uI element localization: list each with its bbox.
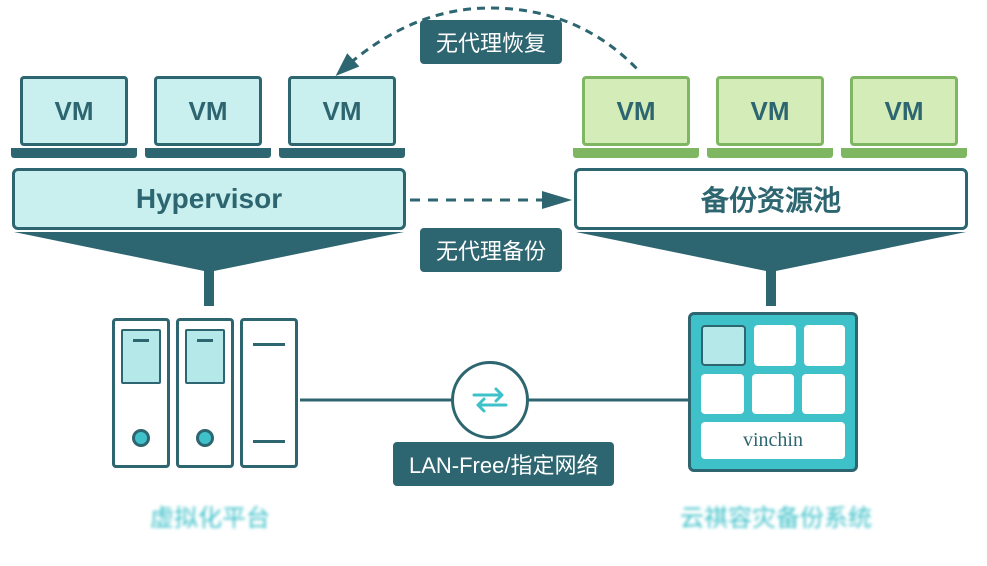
left-vm-2-base bbox=[145, 148, 271, 158]
left-funnel bbox=[14, 232, 404, 272]
right-vm-3-base bbox=[841, 148, 967, 158]
left-vm-3: VM bbox=[288, 76, 396, 146]
right-funnel-stem bbox=[766, 270, 776, 306]
left-vm-1-base bbox=[11, 148, 137, 158]
right-vm-3: VM bbox=[850, 76, 958, 146]
backup-arrow bbox=[406, 188, 574, 212]
rack-unit-2 bbox=[176, 318, 234, 468]
hypervisor-box: Hypervisor bbox=[12, 168, 406, 230]
left-vm-3-base bbox=[279, 148, 405, 158]
network-label-text: LAN-Free/指定网络 bbox=[409, 453, 598, 478]
backup-pool-text: 备份资源池 bbox=[701, 179, 841, 219]
right-caption: 云祺容灾备份系统 bbox=[680, 498, 872, 533]
vinchin-brand-label: vinchin bbox=[701, 422, 845, 459]
hypervisor-text: Hypervisor bbox=[136, 183, 282, 215]
exchange-circle bbox=[451, 361, 529, 439]
left-vm-1: VM bbox=[20, 76, 128, 146]
left-funnel-stem bbox=[204, 270, 214, 306]
restore-label-text: 无代理恢复 bbox=[436, 31, 546, 56]
network-label: LAN-Free/指定网络 bbox=[393, 442, 614, 486]
vinchin-cell-hl bbox=[701, 325, 746, 366]
restore-label: 无代理恢复 bbox=[420, 20, 562, 64]
right-funnel bbox=[576, 232, 966, 272]
vinchin-box: vinchin bbox=[688, 312, 858, 472]
right-vm-2: VM bbox=[716, 76, 824, 146]
left-caption: 虚拟化平台 bbox=[150, 498, 270, 533]
backup-label: 无代理备份 bbox=[420, 228, 562, 272]
right-vm-1-base bbox=[573, 148, 699, 158]
right-vm-1: VM bbox=[582, 76, 690, 146]
exchange-icon bbox=[470, 385, 510, 415]
backup-pool-box: 备份资源池 bbox=[574, 168, 968, 230]
server-rack bbox=[112, 318, 298, 468]
left-vm-2: VM bbox=[154, 76, 262, 146]
right-vm-2-base bbox=[707, 148, 833, 158]
rack-unit-1 bbox=[112, 318, 170, 468]
backup-label-text: 无代理备份 bbox=[436, 239, 546, 264]
rack-unit-3 bbox=[240, 318, 298, 468]
